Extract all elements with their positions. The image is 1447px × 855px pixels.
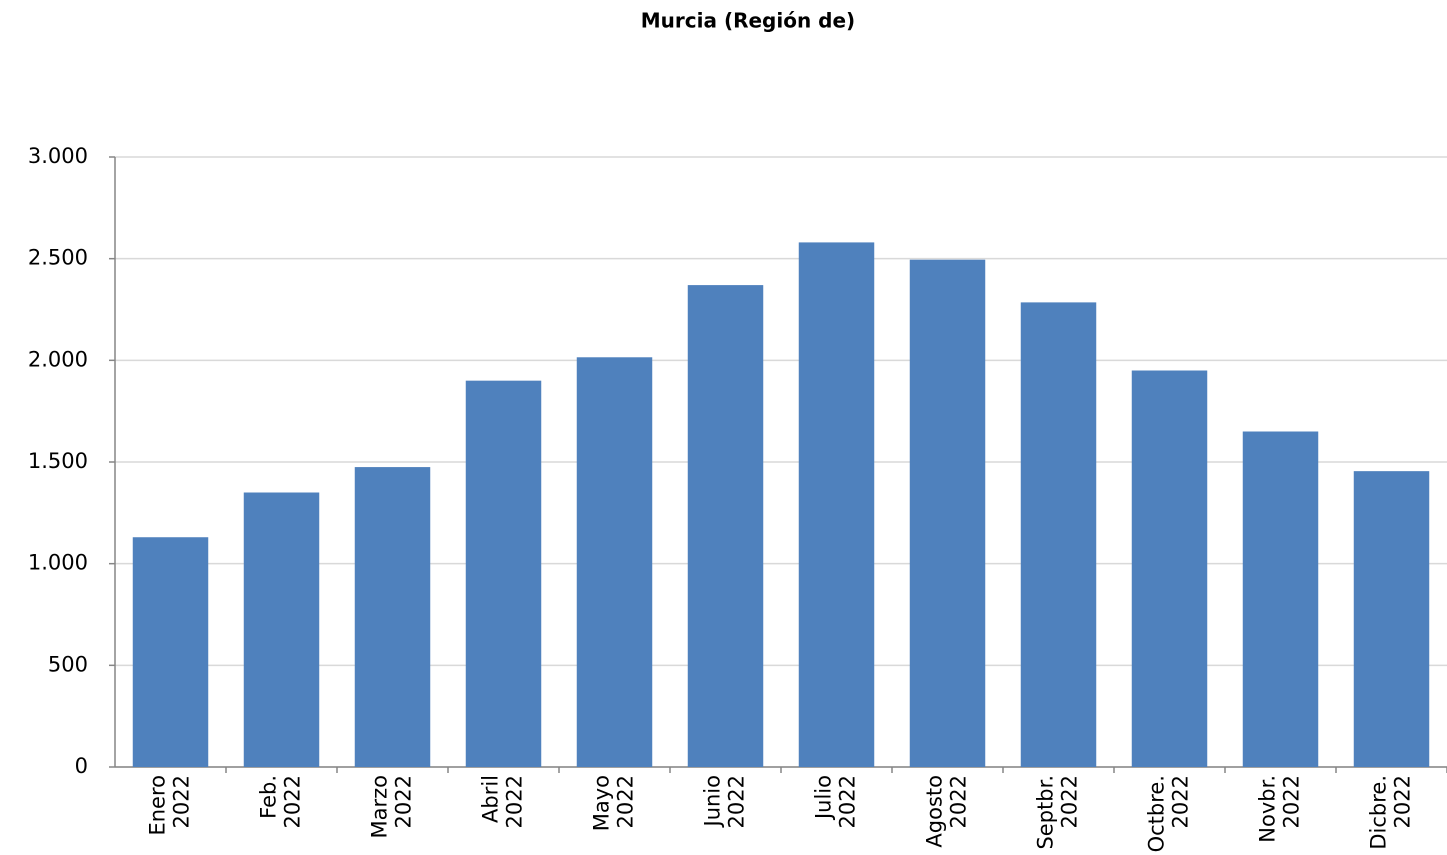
x-tick-label: Abril2022	[479, 775, 527, 828]
x-tick-label: Octbre.2022	[1145, 775, 1193, 852]
y-tick-label: 0	[75, 754, 88, 778]
bar	[465, 380, 542, 767]
bar	[243, 492, 320, 767]
bar	[1131, 370, 1208, 767]
bar	[687, 285, 764, 767]
bar	[1020, 302, 1097, 767]
bar	[1353, 471, 1430, 767]
x-tick-label: Agosto2022	[923, 775, 971, 848]
chart-title: Murcia (Región de)	[641, 9, 855, 33]
y-tick-label: 1.500	[28, 449, 88, 473]
x-tick-label: Junio2022	[701, 775, 749, 829]
y-tick-label: 2.000	[28, 347, 88, 371]
x-tick-label: Feb.2022	[257, 775, 305, 828]
x-tick-label: Enero2022	[146, 775, 194, 836]
y-tick-label: 3.000	[28, 144, 88, 168]
y-tick-label: 1.000	[28, 551, 88, 575]
y-tick-label: 500	[48, 652, 88, 676]
x-tick-label: Mayo2022	[590, 775, 638, 831]
x-tick-label: Julio2022	[812, 775, 860, 828]
x-tick-label: Septbr.2022	[1034, 775, 1082, 850]
bar	[576, 357, 653, 767]
y-tick-label: 2.500	[28, 246, 88, 270]
x-tick-label: Dicbre.2022	[1367, 775, 1415, 850]
bar	[909, 259, 986, 767]
bar	[798, 242, 875, 767]
x-tick-label: Marzo2022	[368, 775, 416, 839]
x-tick-label: Novbr.2022	[1256, 775, 1304, 843]
bar	[354, 467, 431, 767]
bar	[132, 537, 209, 767]
bar	[1242, 431, 1319, 767]
